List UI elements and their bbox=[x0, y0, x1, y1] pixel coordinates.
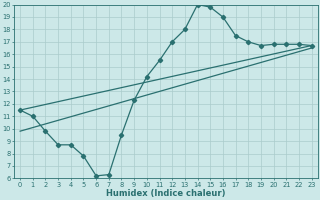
X-axis label: Humidex (Indice chaleur): Humidex (Indice chaleur) bbox=[106, 189, 226, 198]
